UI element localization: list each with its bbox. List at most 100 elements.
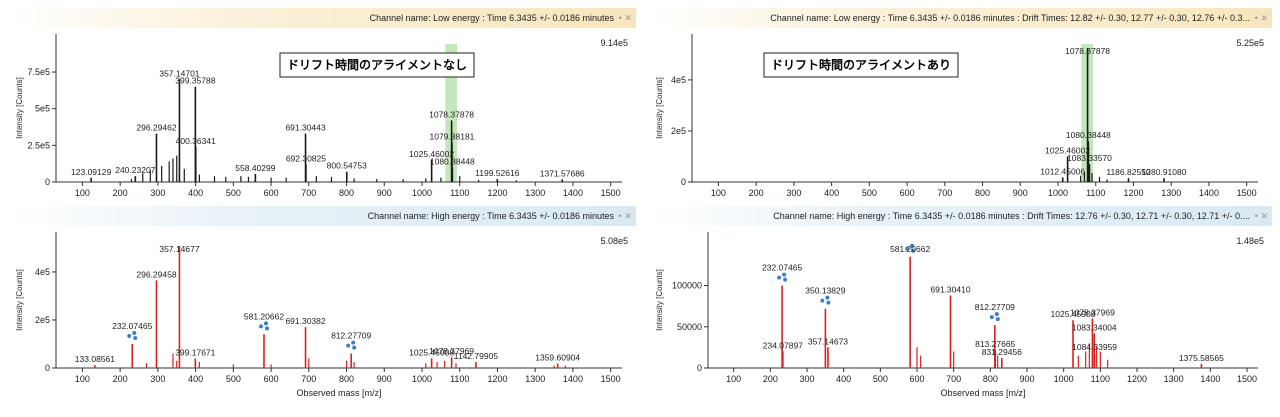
x-tick-label: 800 <box>975 188 990 198</box>
y-axis-label: Intensity [Counts] <box>15 77 24 139</box>
panel-header[interactable]: Channel name: Low energy : Time 6.3435 +… <box>650 8 1272 28</box>
x-tick-label: 600 <box>909 374 924 384</box>
peak-label: 831.29456 <box>982 347 1022 357</box>
x-tick-label: 900 <box>377 188 392 198</box>
peak-label: 296.29462 <box>136 123 176 133</box>
peak-label: 1280.91080 <box>1142 167 1187 177</box>
peak-label: 800.54753 <box>327 161 367 171</box>
x-tick-label: 100 <box>75 188 90 198</box>
peak-label: 1078.37878 <box>1065 46 1110 56</box>
y-axis-label: Intensity [Counts] <box>655 77 664 139</box>
x-tick-label: 600 <box>900 188 915 198</box>
peak-label: 1025.46002 <box>1045 145 1090 155</box>
x-axis-label: Observed mass [m/z] <box>940 388 1025 398</box>
peak-label: 1078.37969 <box>1070 308 1115 318</box>
x-tick-label: 1100 <box>1086 188 1105 198</box>
peak-label: 581.20662 <box>244 311 284 321</box>
fragment-glyph-icon <box>346 343 351 348</box>
fragment-glyph-icon <box>783 277 788 282</box>
peak-label: 133.08561 <box>75 354 115 364</box>
pin-close-icon[interactable]: • ✕ <box>1254 13 1268 23</box>
x-tick-label: 1300 <box>525 188 545 198</box>
peak-label: 691.30410 <box>930 284 970 294</box>
x-tick-label: 400 <box>824 188 839 198</box>
x-tick-label: 1100 <box>450 374 469 384</box>
fragment-glyph-icon <box>820 298 825 303</box>
peak-label: 1078.37878 <box>429 109 474 119</box>
x-tick-label: 1300 <box>1164 374 1184 384</box>
y-tick-label: 0 <box>681 177 686 187</box>
peak-label: 232.07465 <box>762 263 802 273</box>
x-tick-label: 900 <box>1019 374 1034 384</box>
spectrum-panel-high-aligned: Channel name: High energy : Time 6.3435 … <box>650 206 1272 404</box>
spectrum-chart: 100 200 300 400 500 600 700 800 900 1000 1100 1200 1… <box>655 232 1264 398</box>
peak-label: 399.17671 <box>175 347 215 357</box>
annotation-frame <box>279 52 475 78</box>
x-tick-label: 500 <box>226 188 241 198</box>
annotation-frame <box>763 52 959 78</box>
panel-header[interactable]: Channel name: High energy : Time 6.3435 … <box>10 206 636 226</box>
peak-label: 813.27665 <box>975 339 1015 349</box>
peak-label: 1080.38448 <box>430 156 475 166</box>
pin-close-icon[interactable]: • ✕ <box>1254 211 1268 221</box>
peak-label: 1359.60904 <box>535 353 580 363</box>
x-tick-label: 300 <box>799 374 814 384</box>
peak-label: 1084.33959 <box>1072 342 1117 352</box>
y-tick-label: 4e5 <box>35 267 50 277</box>
panel-header[interactable]: Channel name: Low energy : Time 6.3435 +… <box>10 8 636 28</box>
y-tick-label: 0 <box>45 177 50 187</box>
y-axis-label: Intensity [Counts] <box>655 269 664 331</box>
x-tick-label: 300 <box>786 188 801 198</box>
fragment-glyph-icon <box>782 272 787 277</box>
x-tick-label: 1300 <box>1161 188 1181 198</box>
x-tick-label: 800 <box>339 374 354 384</box>
fragment-glyph-icon <box>910 243 915 248</box>
panel-header[interactable]: Channel name: High energy : Time 6.3435 … <box>650 206 1272 226</box>
x-tick-label: 800 <box>339 188 354 198</box>
x-tick-label: 1200 <box>487 188 507 198</box>
fragment-glyph-icon <box>132 330 137 335</box>
peak-label: 1079.38181 <box>430 131 475 141</box>
peak-label: 691.30443 <box>285 123 325 133</box>
x-tick-label: 1400 <box>1200 374 1220 384</box>
fragment-glyph-icon <box>911 248 916 253</box>
x-tick-label: 400 <box>188 374 203 384</box>
peak-label: 1142.79905 <box>454 351 499 361</box>
peak-label: 1371.57686 <box>540 168 585 178</box>
annotation-box: ドリフト時間のアライメントあり <box>763 52 959 78</box>
x-tick-label: 1500 <box>1237 374 1257 384</box>
y-tick-label: 100000 <box>672 281 702 291</box>
fragment-glyph-icon <box>264 326 269 331</box>
pin-close-icon[interactable]: • ✕ <box>618 13 632 23</box>
peak-label: 581.20662 <box>890 244 930 254</box>
y-tick-label: 0 <box>45 363 50 373</box>
spectrum-panel-low-no-alignment: Channel name: Low energy : Time 6.3435 +… <box>10 8 636 206</box>
y-axis-label: Intensity [Counts] <box>15 269 24 331</box>
pin-close-icon[interactable]: • ✕ <box>618 211 632 221</box>
fragment-glyph-icon <box>994 312 999 317</box>
fragment-glyph-icon <box>351 340 356 345</box>
fragment-glyph-icon <box>826 300 831 305</box>
fragment-glyph-icon <box>995 317 1000 322</box>
x-tick-label: 1300 <box>525 374 545 384</box>
y-tick-label: 7.5e5 <box>27 67 50 77</box>
x-tick-label: 1200 <box>1127 374 1147 384</box>
x-tick-label: 1000 <box>412 374 432 384</box>
fragment-glyph-icon <box>905 246 910 251</box>
x-tick-label: 700 <box>301 188 316 198</box>
x-tick-label: 600 <box>264 188 279 198</box>
peak-label: 1375.58565 <box>1179 353 1224 363</box>
y-tick-label: 0 <box>697 363 702 373</box>
annotation-box: ドリフト時間のアライメントなし <box>279 52 475 78</box>
fragment-glyph-icon <box>127 333 132 338</box>
peak-label: 234.07897 <box>763 341 803 351</box>
peak-label: 1025.45908 <box>409 347 454 357</box>
spectrum-chart: 100 200 300 400 500 600 700 800 900 1000 1100 1200 1… <box>655 34 1264 198</box>
x-axis-label: Observed mass [m/z] <box>296 388 381 398</box>
fragment-glyph-icon <box>258 324 263 329</box>
x-tick-label: 900 <box>377 374 392 384</box>
x-tick-label: 1400 <box>563 374 583 384</box>
max-intensity-label: 5.25e5 <box>1236 38 1264 48</box>
x-tick-label: 1400 <box>563 188 583 198</box>
x-tick-label: 900 <box>1013 188 1028 198</box>
